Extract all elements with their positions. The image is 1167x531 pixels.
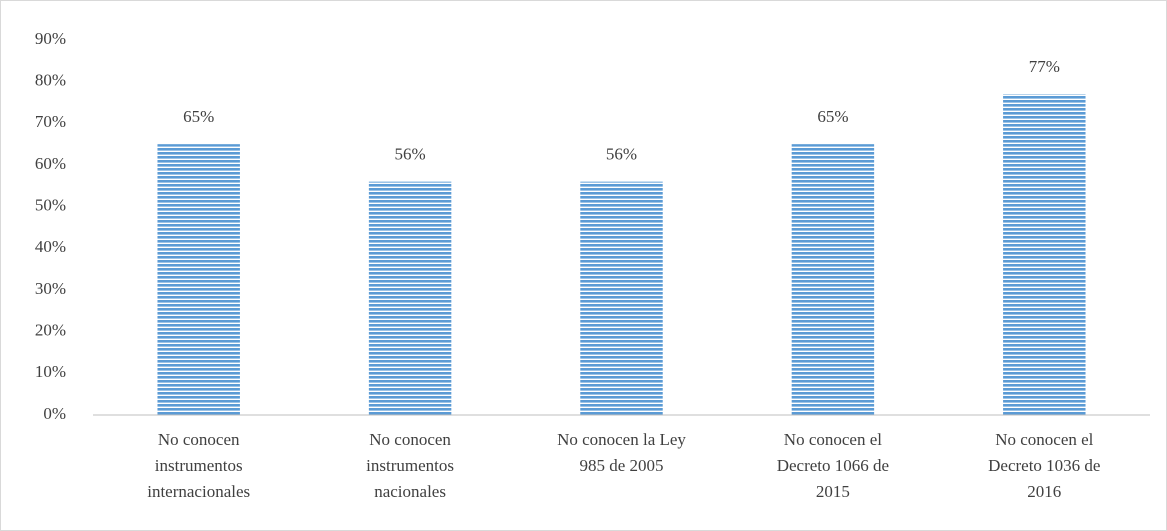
x-tick-label: No conocen la Ley (557, 430, 686, 449)
y-tick-label: 20% (35, 321, 66, 340)
data-label: 65% (817, 107, 848, 126)
x-tick-label: instrumentos (366, 456, 454, 475)
x-tick-label: internacionales (147, 482, 250, 501)
y-tick-label: 80% (35, 71, 66, 90)
y-tick-label: 40% (35, 237, 66, 256)
y-tick-label: 0% (43, 404, 66, 423)
y-tick-label: 70% (35, 112, 66, 131)
data-label: 56% (395, 145, 426, 164)
x-tick-label: No conocen (369, 430, 451, 449)
y-tick-label: 10% (35, 362, 66, 381)
data-label: 77% (1029, 57, 1060, 76)
bar (580, 181, 663, 415)
bar (157, 144, 240, 415)
x-tick-label: No conocen el (995, 430, 1093, 449)
x-tick-label: No conocen el (784, 430, 882, 449)
data-label: 65% (183, 107, 214, 126)
bar (368, 181, 452, 415)
bar (791, 144, 875, 415)
x-tick-label: 2016 (1027, 482, 1061, 501)
x-tick-label: Decreto 1066 de (777, 456, 889, 475)
y-tick-label: 90% (35, 29, 66, 48)
x-tick-label: Decreto 1036 de (988, 456, 1100, 475)
x-tick-label: instrumentos (155, 456, 243, 475)
y-tick-label: 30% (35, 279, 66, 298)
x-tick-label: nacionales (374, 482, 446, 501)
y-tick-label: 60% (35, 154, 66, 173)
x-tick-label: 985 de 2005 (579, 456, 663, 475)
x-tick-label: No conocen (158, 430, 240, 449)
data-label: 56% (606, 145, 637, 164)
bar (1003, 94, 1086, 416)
y-tick-label: 50% (35, 196, 66, 215)
x-tick-label: 2015 (816, 482, 850, 501)
